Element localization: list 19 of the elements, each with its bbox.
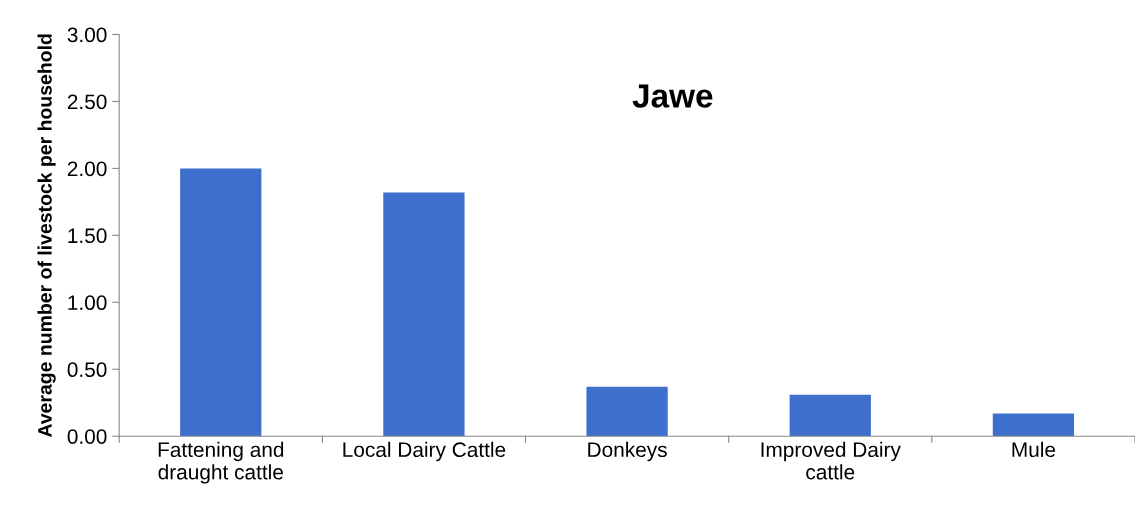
y-tick-label: 3.00 <box>67 27 107 43</box>
text: Jawe <box>632 84 713 108</box>
y-tick-label: 1.00 <box>68 295 107 311</box>
x-tick-label: Improved Dairy cattle <box>761 441 901 480</box>
x-tick-label: Mule <box>1012 441 1056 458</box>
y-tick-label: 0.00 <box>67 429 107 444</box>
y-tick-label: 1.50 <box>68 228 107 244</box>
y-tick-label: 2.50 <box>67 94 107 110</box>
x-tick-label: Fattening and draught cattle <box>158 441 284 484</box>
x-tick-label: Donkeys <box>588 441 667 462</box>
bar <box>180 168 262 437</box>
y-tick-label: 0.50 <box>67 362 107 378</box>
y-tick-label: 2.00 <box>67 161 107 177</box>
x-tick-label: Local Dairy Cattle <box>343 441 506 462</box>
y-axis-title: Average number of livestock per household <box>37 34 56 438</box>
bar <box>789 394 871 437</box>
bar <box>383 192 465 437</box>
bar <box>586 386 668 437</box>
bar <box>992 413 1075 437</box>
